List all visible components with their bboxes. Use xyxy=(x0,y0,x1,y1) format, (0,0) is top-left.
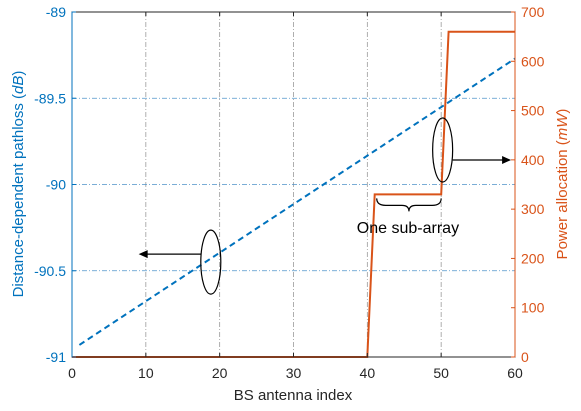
x-axis-label: BS antenna index xyxy=(234,387,353,404)
y-left-tick-label: -89 xyxy=(46,4,66,20)
grid-lines xyxy=(72,12,515,357)
pathloss-ellipse-marker xyxy=(200,229,222,295)
x-tick-label: 50 xyxy=(433,365,449,381)
annotation-one-sub-array: One sub-array xyxy=(357,220,459,237)
y-left-tick-label: -91 xyxy=(46,349,66,365)
y-right-tick-label: 500 xyxy=(521,103,545,119)
y-right-tick-label: 300 xyxy=(521,201,545,217)
x-tick-label: 40 xyxy=(360,365,376,381)
x-tick-label: 20 xyxy=(212,365,228,381)
y-axis-right-label: Power allocation (mW) xyxy=(554,109,571,260)
y-right-tick-label: 0 xyxy=(521,349,529,365)
y-left-tick-label: -90 xyxy=(46,177,66,193)
y-right-tick-label: 600 xyxy=(521,53,545,69)
y-left-tick-label: -90.5 xyxy=(34,263,66,279)
left-axis-arrowhead xyxy=(138,250,148,259)
y-left-tick-label: -89.5 xyxy=(34,90,66,106)
x-tick-label: 60 xyxy=(507,365,523,381)
annotations: One sub-array xyxy=(138,117,512,295)
right-axis-arrowhead xyxy=(502,156,512,164)
power-ellipse-marker xyxy=(432,117,454,183)
x-tick-label: 10 xyxy=(138,365,154,381)
pathloss-line xyxy=(78,57,516,346)
sub-array-brace xyxy=(376,198,442,212)
axes: 0 10 20 30 40 50 60 -91 -90.5 -90 -89.5 -89 0 100 200 3… xyxy=(34,4,544,381)
y-right-tick-label: 100 xyxy=(521,300,545,316)
y-axis-left-label: Distance-dependent pathloss (dB) xyxy=(10,71,27,298)
y-right-tick-label: 200 xyxy=(521,250,545,266)
y-right-tick-label: 400 xyxy=(521,152,545,168)
y-right-tick-label: 700 xyxy=(521,4,545,20)
x-tick-label: 0 xyxy=(68,365,76,381)
x-tick-label: 30 xyxy=(286,365,302,381)
